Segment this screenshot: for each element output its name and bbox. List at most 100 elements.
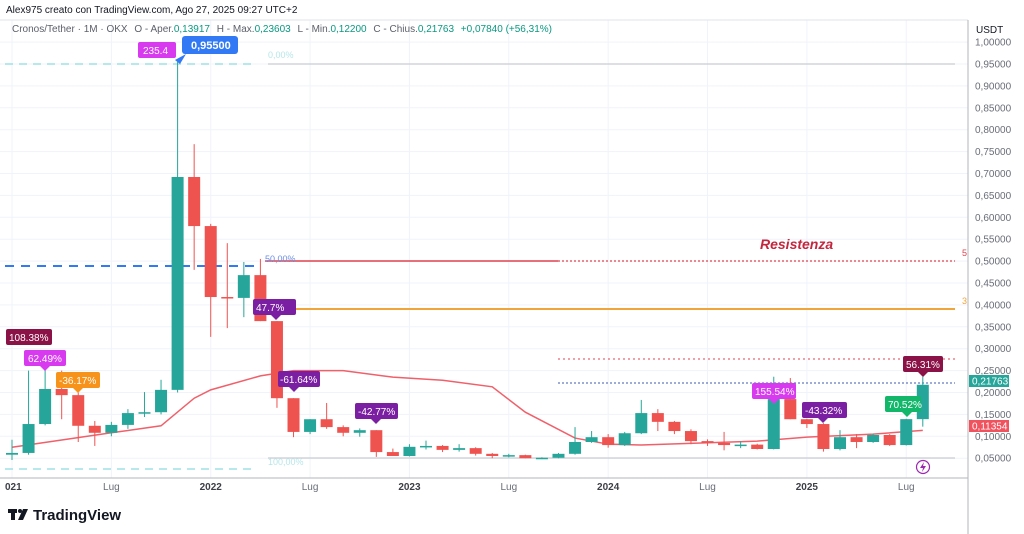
candle[interactable] xyxy=(519,454,532,459)
peak-price-label[interactable]: 0,95500 xyxy=(175,36,238,64)
pct-label[interactable]: 155.54% xyxy=(752,383,796,404)
lightning-event-icon[interactable] xyxy=(915,459,931,475)
candle[interactable] xyxy=(386,448,399,457)
candle[interactable] xyxy=(39,368,52,426)
price-tick-label: 0,20000 xyxy=(975,388,1012,399)
candle[interactable] xyxy=(237,261,250,318)
candle[interactable] xyxy=(221,243,234,329)
resistance-text[interactable]: Resistenza xyxy=(760,236,833,252)
candle[interactable] xyxy=(453,444,466,452)
candle-body xyxy=(684,431,697,442)
candle[interactable] xyxy=(469,447,482,456)
candle[interactable] xyxy=(900,418,913,446)
pct-label[interactable]: -61.64% xyxy=(278,371,320,392)
candle[interactable] xyxy=(751,443,764,450)
symbol-name[interactable]: Cronos/Tether · 1M · OKX xyxy=(12,24,128,35)
candle-body xyxy=(718,442,731,446)
candle-body xyxy=(386,452,399,457)
candle[interactable] xyxy=(337,425,350,437)
candle[interactable] xyxy=(817,423,830,452)
high-label: H - Max. xyxy=(217,24,255,35)
candle-body xyxy=(320,419,333,428)
candle-body xyxy=(221,297,234,299)
candle[interactable] xyxy=(850,434,863,449)
candle[interactable] xyxy=(138,392,151,418)
candle[interactable] xyxy=(420,440,432,450)
candle[interactable] xyxy=(22,370,35,455)
candle-body xyxy=(171,177,184,390)
candle[interactable] xyxy=(668,420,681,435)
close-label: C - Chius. xyxy=(373,24,417,35)
price-axis[interactable]: 1,00000 0,95000 0,90000 0,85000 0,80000 0,750… xyxy=(975,38,1012,465)
candle[interactable] xyxy=(701,439,714,446)
candle[interactable] xyxy=(618,431,631,446)
svg-text:-43.32%: -43.32% xyxy=(805,406,842,417)
peak-pct-label[interactable]: 235.4 xyxy=(138,42,176,58)
candle-body xyxy=(535,457,548,460)
price-tick-label: 0,40000 xyxy=(975,300,1012,311)
time-tick-label: Lug xyxy=(898,482,915,493)
currency-label: USDT xyxy=(976,25,1003,36)
candle[interactable] xyxy=(270,321,283,408)
candle[interactable] xyxy=(370,430,383,457)
svg-text:70.52%: 70.52% xyxy=(888,400,922,411)
pct-label[interactable]: 70.52% xyxy=(885,396,922,417)
candle[interactable] xyxy=(6,439,18,460)
candle[interactable] xyxy=(535,457,548,460)
pct-label[interactable]: 108.38% xyxy=(6,329,52,345)
candle[interactable] xyxy=(121,409,134,429)
pct-label[interactable]: 62.49% xyxy=(24,350,66,371)
candle-body xyxy=(420,445,432,448)
candle[interactable] xyxy=(287,398,300,438)
candle[interactable] xyxy=(304,419,317,435)
candle[interactable] xyxy=(188,144,201,270)
candle[interactable] xyxy=(883,434,896,446)
candle-body xyxy=(900,419,913,446)
pct-label[interactable]: 56.31% xyxy=(903,356,943,377)
pct-label[interactable]: -36.17% xyxy=(56,372,100,393)
candle-body xyxy=(22,424,35,453)
pct-label[interactable]: -43.32% xyxy=(802,402,847,423)
candle[interactable] xyxy=(834,430,846,451)
candle[interactable] xyxy=(651,409,664,432)
candle[interactable] xyxy=(105,421,118,437)
candle[interactable] xyxy=(403,444,416,457)
candle[interactable] xyxy=(72,392,85,442)
candle[interactable] xyxy=(436,445,449,453)
candle[interactable] xyxy=(171,61,184,393)
candle[interactable] xyxy=(800,418,813,428)
candle[interactable] xyxy=(602,434,615,448)
candle[interactable] xyxy=(585,431,598,443)
candle[interactable] xyxy=(502,453,515,458)
fib-50-label: 50,00% xyxy=(265,254,296,264)
candle-body xyxy=(188,177,201,227)
candle[interactable] xyxy=(353,428,366,437)
candle[interactable] xyxy=(486,452,499,459)
tradingview-logo[interactable]: TradingView xyxy=(8,507,121,524)
svg-text:-42.77%: -42.77% xyxy=(358,407,395,418)
candle[interactable] xyxy=(867,433,880,443)
candle[interactable] xyxy=(88,420,101,446)
fib-100-label: 100,00% xyxy=(268,457,304,467)
candle[interactable] xyxy=(684,429,697,445)
price-tick-label: 0,25000 xyxy=(975,366,1012,377)
candle[interactable] xyxy=(155,379,168,415)
tradingview-logo-icon xyxy=(8,509,28,520)
candle-body xyxy=(635,413,648,434)
candle[interactable] xyxy=(204,223,217,337)
candle[interactable] xyxy=(320,403,333,429)
candle[interactable] xyxy=(569,427,582,455)
pct-label[interactable]: -42.77% xyxy=(355,403,398,424)
candle[interactable] xyxy=(635,399,648,435)
candle[interactable] xyxy=(552,452,565,459)
moving-average-line[interactable] xyxy=(11,369,923,448)
time-axis[interactable]: 021 Lug 2022 Lug 2023 Lug 2024 Lug 2025 Lug xyxy=(5,482,915,493)
pct-label[interactable]: 47.7% xyxy=(253,299,296,320)
price-tick-label: 0,05000 xyxy=(975,454,1012,465)
price-tick-label: 0,85000 xyxy=(975,103,1012,114)
candle-body xyxy=(353,430,366,433)
candle-body xyxy=(138,412,151,414)
candle[interactable] xyxy=(734,441,747,449)
candle[interactable] xyxy=(718,431,731,451)
